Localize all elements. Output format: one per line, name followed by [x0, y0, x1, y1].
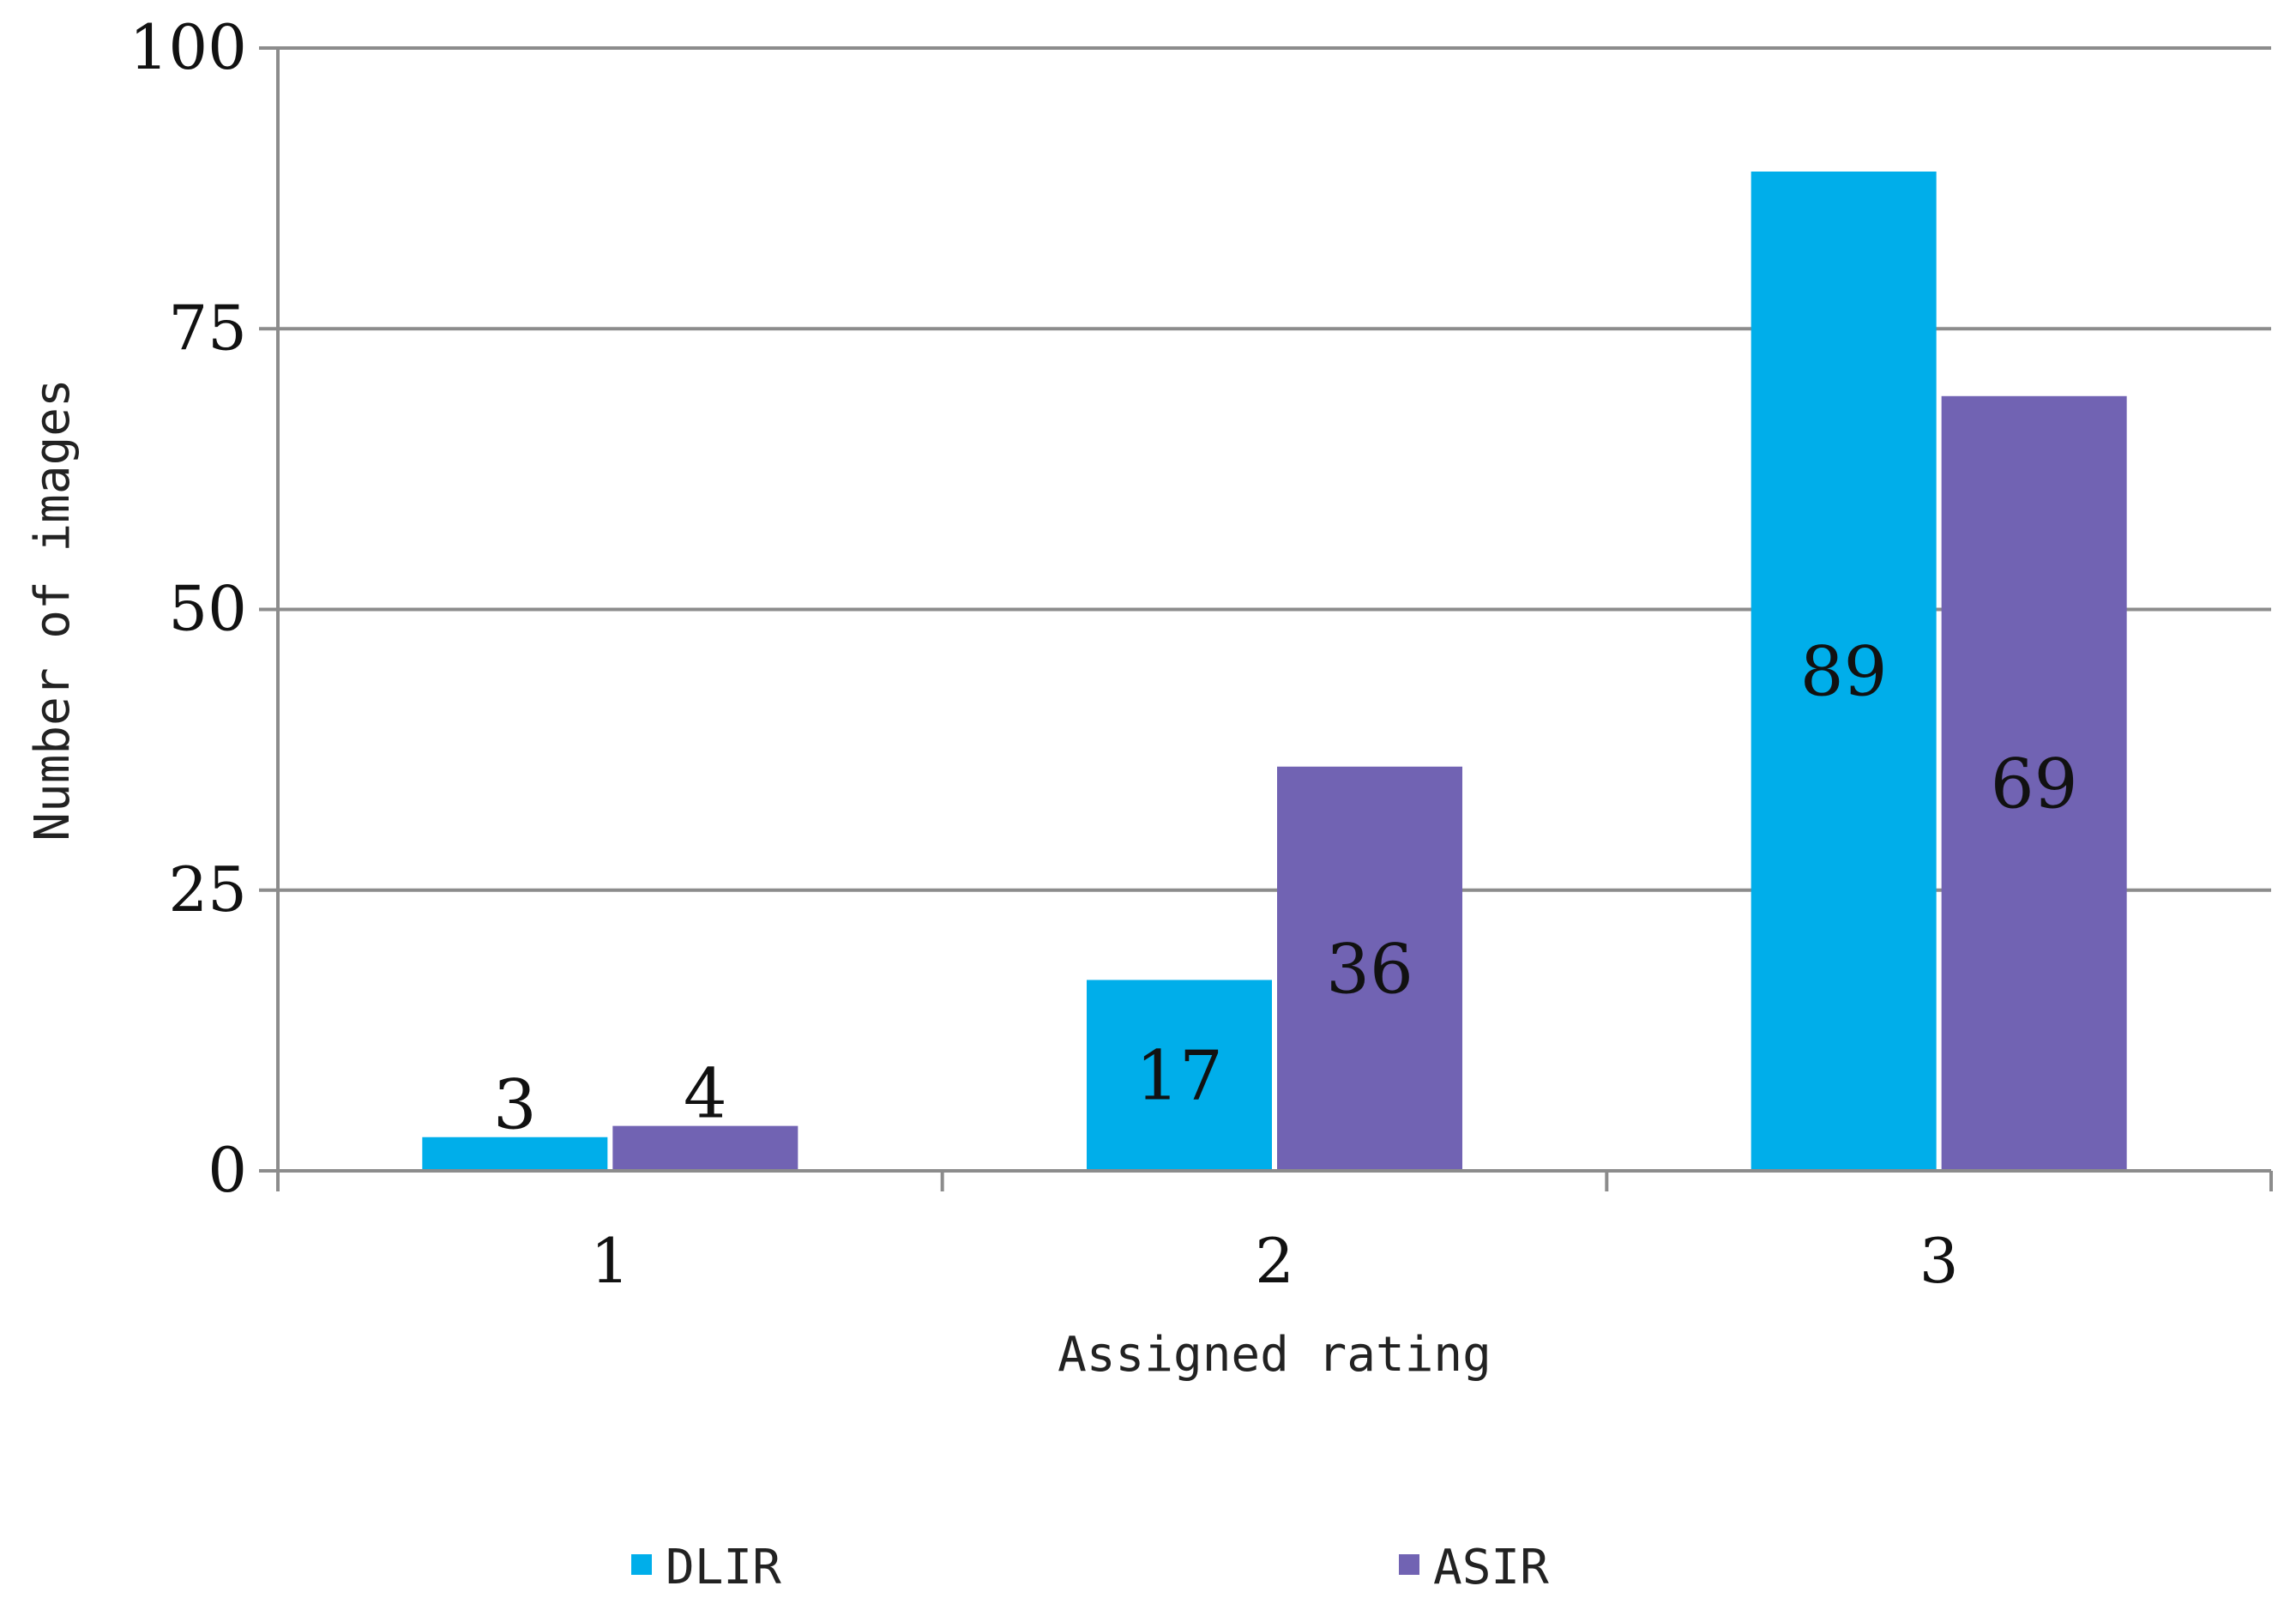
bar-asir-2: [1277, 766, 1462, 1171]
y-axis-ticks: 0 25 50 75 100: [130, 11, 278, 1206]
bar-dlir-3: [1751, 171, 1937, 1172]
data-label-asir-3: 69: [1991, 744, 2078, 823]
bar-dlir-1: [422, 1137, 608, 1171]
data-label-dlir-3: 89: [1800, 631, 1888, 711]
x-tick-label: 3: [1919, 1225, 1959, 1297]
x-tick-label: 2: [1255, 1225, 1294, 1297]
data-label-asir-1: 4: [684, 1054, 727, 1134]
gridlines: [278, 46, 2271, 892]
legend-swatch-asir: [1399, 1554, 1419, 1575]
x-axis-title: Assigned rating: [1058, 1327, 1491, 1383]
bars: [422, 171, 2127, 1172]
data-label-dlir-2: 17: [1136, 1036, 1223, 1116]
legend-label-asir: ASIR: [1433, 1540, 1549, 1595]
bar-asir-1: [612, 1125, 798, 1171]
legend-swatch-dlir: [631, 1554, 652, 1575]
y-tick-label: 25: [168, 853, 247, 926]
axes: [276, 48, 2271, 1173]
y-tick-label: 75: [168, 292, 247, 364]
bar-dlir-2: [1087, 980, 1272, 1171]
data-labels: 3 4 17 36 89 69: [493, 631, 2078, 1144]
data-label-dlir-1: 3: [493, 1065, 537, 1145]
data-label-asir-2: 36: [1326, 929, 1413, 1009]
legend: DLIR ASIR: [631, 1540, 1549, 1595]
y-tick-label: 0: [208, 1134, 247, 1206]
y-tick-label: 50: [168, 573, 247, 645]
bar-asir-3: [1941, 395, 2127, 1171]
y-axis-title: Number of images: [25, 378, 81, 841]
y-tick-label: 100: [130, 11, 247, 83]
x-tick-label: 1: [590, 1225, 630, 1297]
legend-label-dlir: DLIR: [666, 1540, 781, 1595]
x-axis-ticks: 1 2 3: [276, 1171, 2273, 1297]
